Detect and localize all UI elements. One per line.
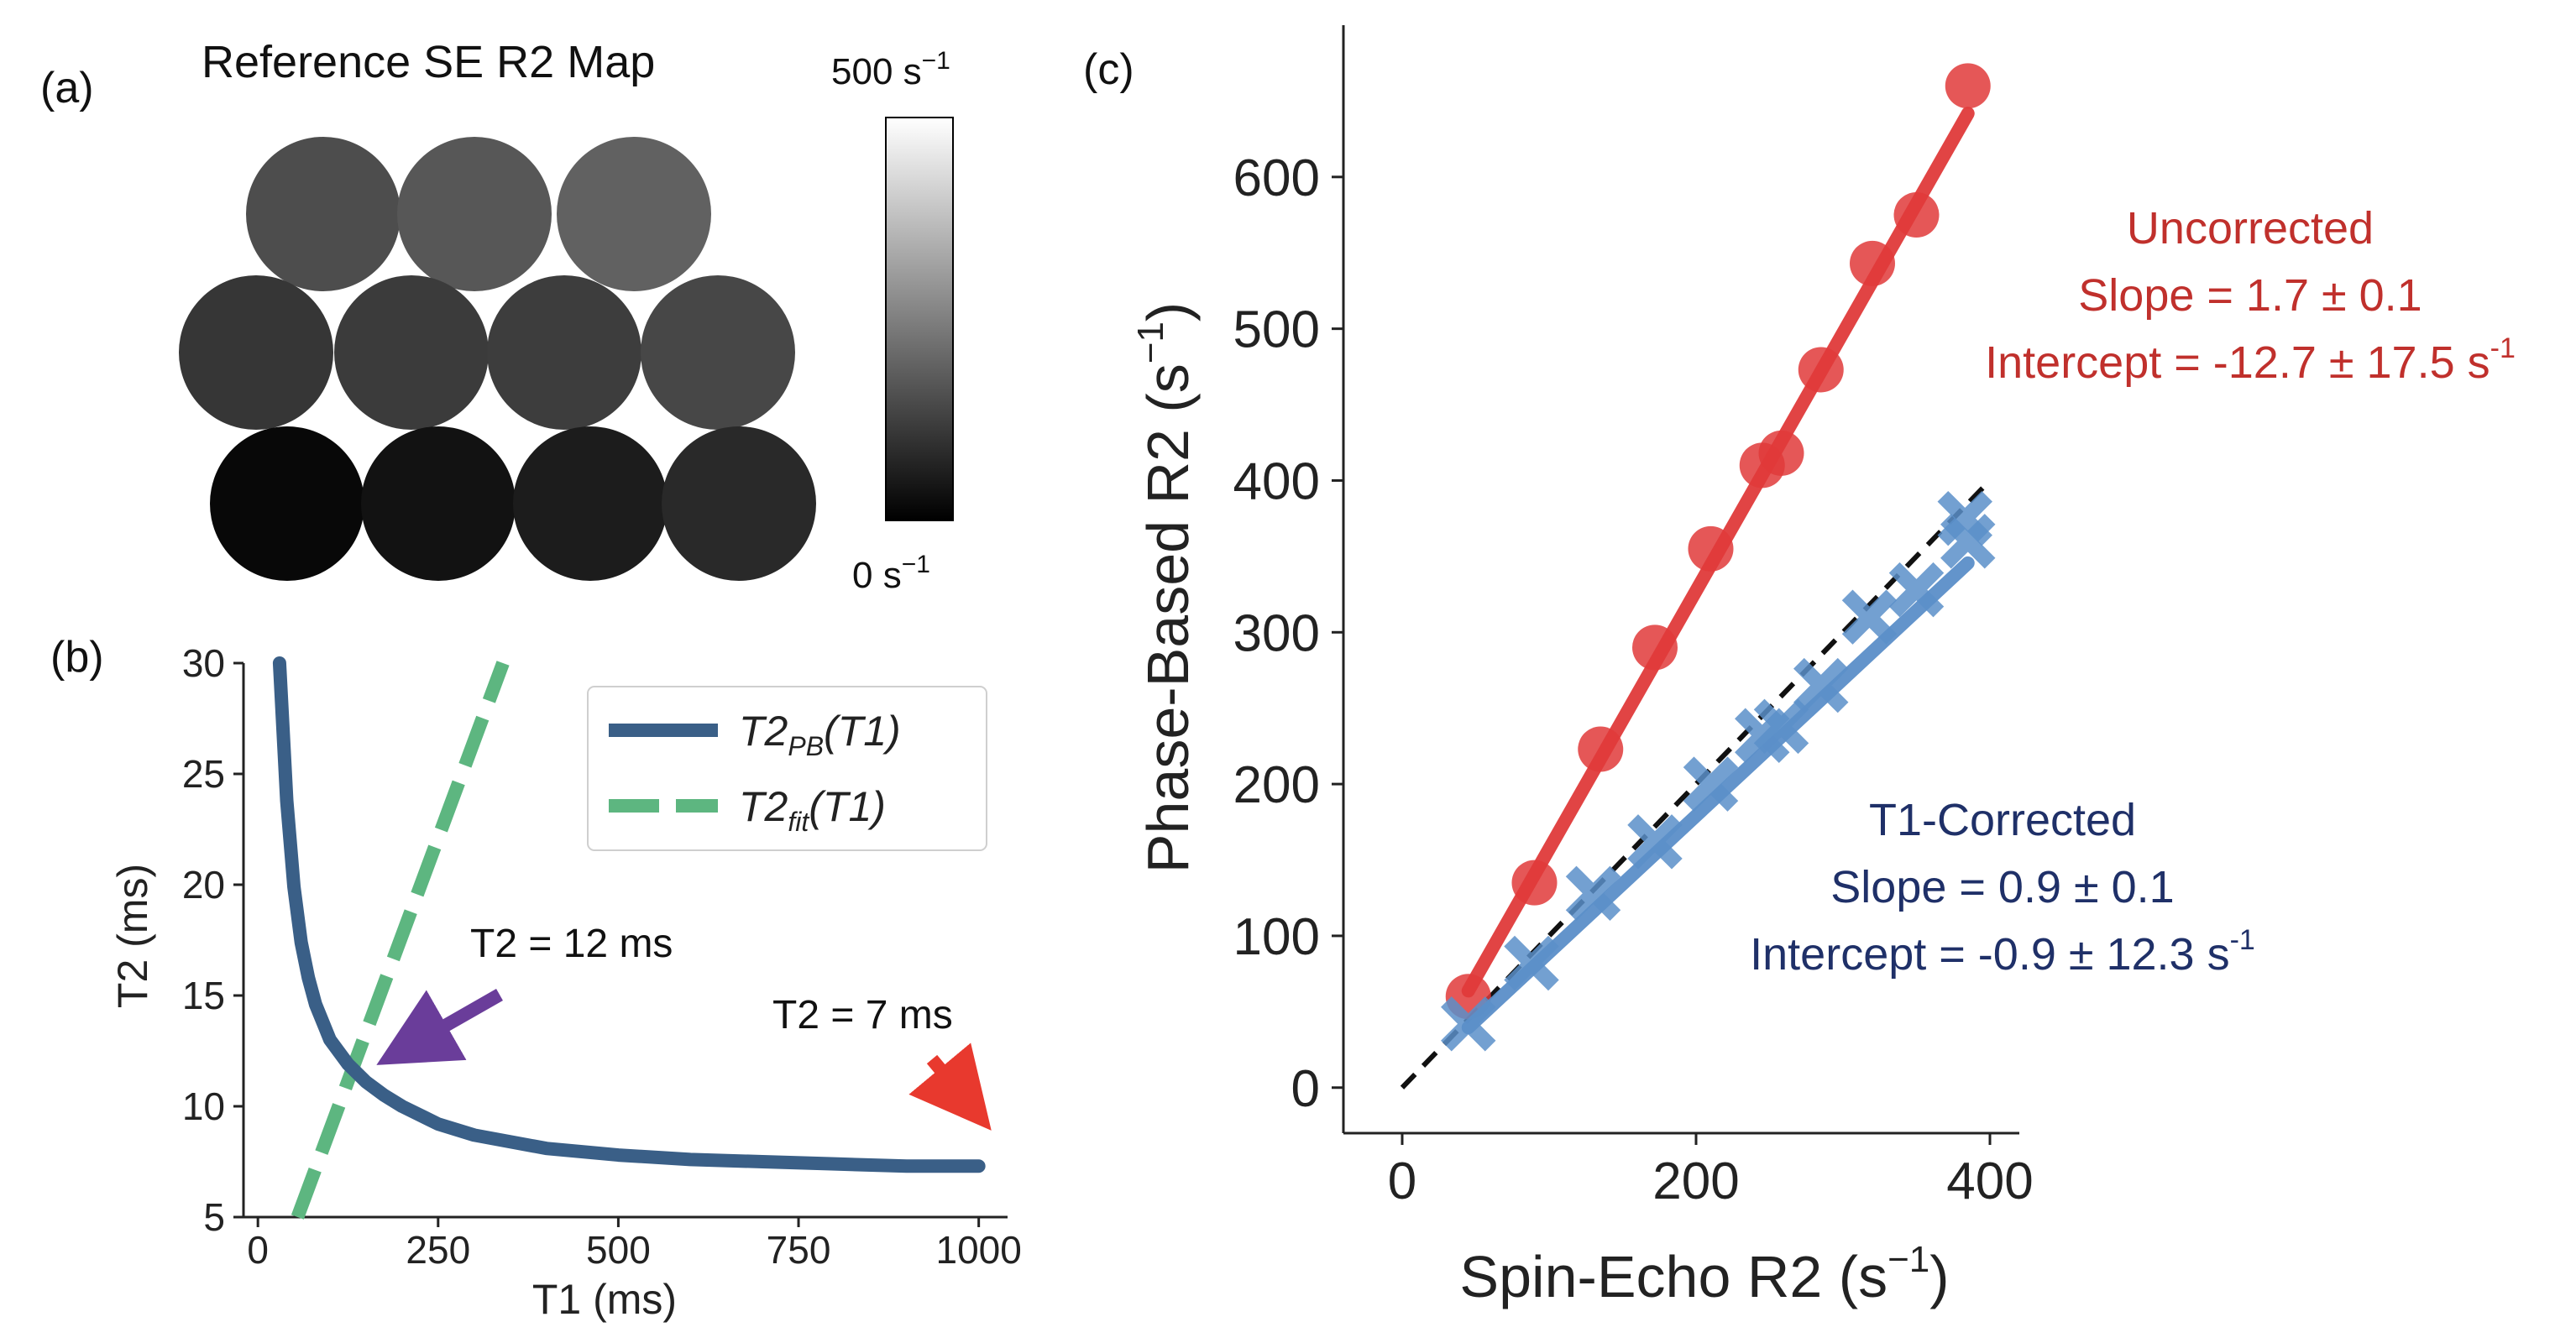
point-t1-corrected bbox=[1888, 562, 1945, 618]
annotation-arrow-purple bbox=[376, 989, 503, 1065]
panel-b-ytick-label: 30 bbox=[182, 641, 225, 685]
panel-b-xtick-label: 0 bbox=[247, 1228, 269, 1272]
point-t1-corrected bbox=[1793, 657, 1849, 713]
point-uncorrected bbox=[1758, 430, 1804, 476]
panel-b-ytick-label: 25 bbox=[182, 752, 225, 796]
annotation-t2-7ms: T2 = 7 ms bbox=[772, 993, 953, 1037]
point-t1-corrected bbox=[1627, 814, 1683, 870]
phantom-circle bbox=[513, 426, 668, 581]
point-uncorrected bbox=[1893, 192, 1940, 238]
colorbar bbox=[885, 117, 954, 521]
phantom-circle bbox=[334, 275, 489, 430]
point-uncorrected bbox=[1578, 726, 1624, 772]
panel-b-lines bbox=[272, 656, 986, 1220]
panel-b-ylabel: T2 (ms) bbox=[109, 864, 156, 1008]
panel-a-label: (a) bbox=[40, 64, 94, 112]
panel-b-label: (b) bbox=[50, 633, 104, 682]
panel-b-xtick-label: 750 bbox=[767, 1228, 831, 1272]
point-t1-corrected bbox=[1504, 935, 1559, 991]
annotation-t2-12ms: T2 = 12 ms bbox=[470, 922, 673, 966]
panel-b-xtick-label: 250 bbox=[406, 1228, 470, 1272]
panel-b-ytick-label: 15 bbox=[182, 974, 225, 1017]
annotation-uncorrected-slope: Slope = 1.7 ± 0.1 bbox=[2078, 270, 2422, 321]
annotation-t1-corrected-slope: Slope = 0.9 ± 0.1 bbox=[1830, 862, 2174, 912]
panel-b-xlabel: T1 (ms) bbox=[532, 1276, 677, 1323]
annotation-uncorrected-intercept: Intercept = -12.7 ± 17.5 s-1 bbox=[1985, 332, 2516, 388]
point-uncorrected bbox=[1632, 624, 1678, 671]
panel-c-ytick-label: 500 bbox=[1233, 301, 1320, 359]
panel-c-plot bbox=[1400, 63, 1996, 1090]
panel-c-ytick-label: 100 bbox=[1233, 908, 1320, 966]
phantom-circle bbox=[361, 426, 516, 581]
point-uncorrected bbox=[1511, 860, 1558, 906]
panel-c-ytick-label: 600 bbox=[1233, 149, 1320, 207]
annotation-uncorrected-title: Uncorrected bbox=[2127, 203, 2374, 253]
legend-label-t2fit: T2fit(T1) bbox=[739, 783, 886, 837]
panel-c-xtick-label: 400 bbox=[1946, 1152, 2033, 1210]
panel-c-ylabel: Phase-Based R2 (s−1) bbox=[1130, 302, 1201, 873]
panel-a: (a) Reference SE R2 Map 500 s−1 0 s−1 bbox=[40, 37, 954, 596]
colorbar-max-label: 500 s−1 bbox=[831, 47, 950, 92]
point-uncorrected bbox=[1850, 240, 1895, 286]
phantom-circle bbox=[641, 275, 795, 430]
point-uncorrected bbox=[1945, 63, 1991, 109]
annotation-arrow-red bbox=[908, 1043, 992, 1131]
panel-c-ytick-label: 200 bbox=[1233, 756, 1320, 814]
panel-c-xlabel: Spin-Echo R2 (s−1) bbox=[1459, 1239, 1949, 1309]
identity-line bbox=[1400, 478, 1992, 1090]
panel-c-xtick-label: 200 bbox=[1652, 1152, 1739, 1210]
point-t1-corrected bbox=[1683, 756, 1739, 812]
phantom-circle bbox=[179, 275, 333, 430]
panel-b-xtick-label: 500 bbox=[586, 1228, 651, 1272]
legend-label-t2pb: T2PB(T1) bbox=[739, 708, 901, 761]
phantom-circle bbox=[397, 137, 552, 291]
panel-c: (c) 0 200 400 0 100 200 300 400 500 600 Spin-Echo… bbox=[1083, 25, 2516, 1309]
point-t1-corrected bbox=[1841, 589, 1898, 645]
phantom-circle bbox=[246, 137, 401, 291]
panel-b-ytick-label: 20 bbox=[182, 863, 225, 907]
annotation-t1-corrected: T1-Corrected Slope = 0.9 ± 0.1 Intercept… bbox=[1750, 795, 2255, 980]
phantom-circle bbox=[210, 426, 364, 581]
panel-b-ticks: 0 250 500 750 1000 5 10 15 20 25 30 bbox=[182, 641, 1022, 1272]
panel-c-ytick-label: 0 bbox=[1291, 1060, 1320, 1118]
colorbar-min-label: 0 s−1 bbox=[852, 551, 930, 596]
annotation-uncorrected: Uncorrected Slope = 1.7 ± 0.1 Intercept … bbox=[1985, 203, 2516, 388]
panel-c-ticks: 0 200 400 0 100 200 300 400 500 600 bbox=[1233, 149, 2034, 1210]
panel-b-ytick-label: 10 bbox=[182, 1084, 225, 1128]
panel-c-label: (c) bbox=[1083, 45, 1134, 94]
panel-b: (b) 0 250 500 750 1000 5 10 15 20 25 30 T1 (ms) T2… bbox=[50, 633, 1022, 1323]
panel-b-ytick-label: 5 bbox=[203, 1195, 225, 1239]
panel-b-xtick-label: 1000 bbox=[935, 1228, 1021, 1272]
point-uncorrected bbox=[1798, 347, 1844, 393]
point-uncorrected bbox=[1688, 525, 1734, 572]
point-t1-corrected bbox=[1753, 698, 1809, 755]
annotation-t1-corrected-title: T1-Corrected bbox=[1869, 795, 2136, 845]
phantom-map bbox=[179, 137, 816, 581]
phantom-circle bbox=[487, 275, 641, 430]
series-t2fit-line bbox=[291, 661, 510, 1220]
panel-c-xtick-label: 0 bbox=[1388, 1152, 1416, 1210]
point-t1-corrected bbox=[1565, 865, 1621, 922]
series-t2pb-line bbox=[272, 656, 986, 1173]
phantom-circle bbox=[662, 426, 816, 581]
point-t1-corrected bbox=[1441, 996, 1496, 1052]
point-t1-corrected bbox=[1940, 514, 1996, 569]
panel-c-ytick-label: 400 bbox=[1233, 452, 1320, 510]
phantom-circle bbox=[557, 137, 711, 291]
panel-a-title: Reference SE R2 Map bbox=[202, 37, 655, 87]
panel-c-ytick-label: 300 bbox=[1233, 604, 1320, 662]
annotation-t1-corrected-intercept: Intercept = -0.9 ± 12.3 s-1 bbox=[1750, 924, 2255, 980]
